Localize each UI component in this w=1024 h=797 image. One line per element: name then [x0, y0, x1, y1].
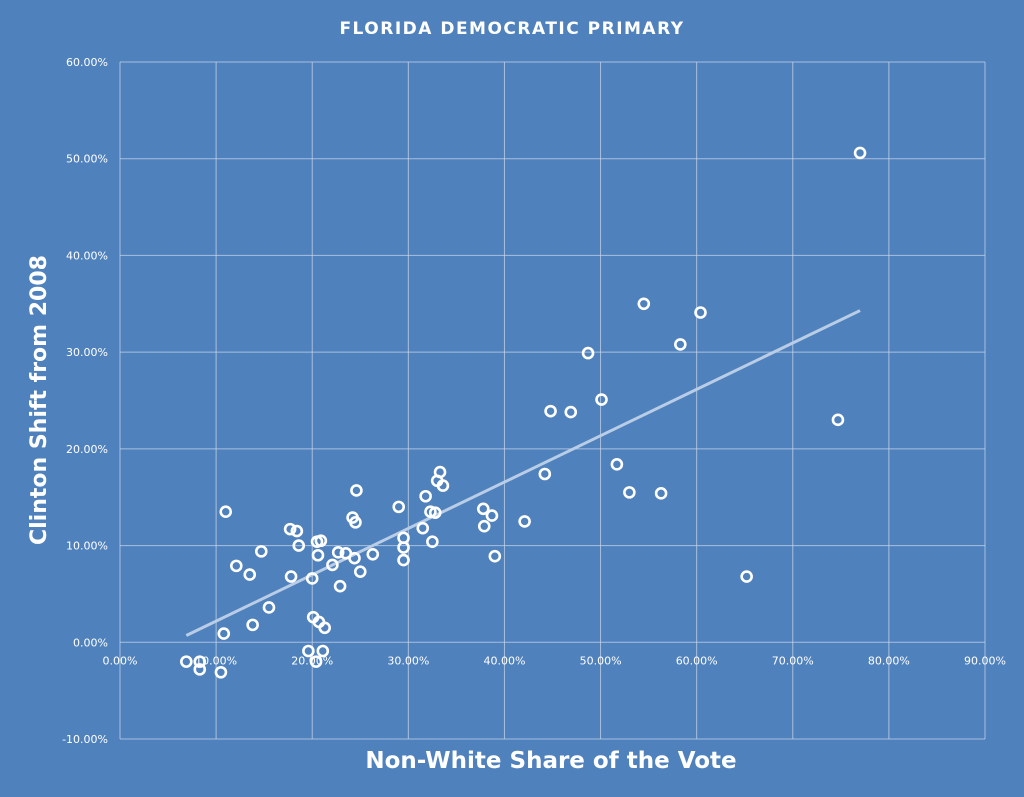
data-point — [316, 644, 330, 658]
x-tick-label: 60.00% — [676, 654, 718, 667]
y-tick-label: 50.00% — [66, 153, 108, 166]
data-point — [416, 521, 430, 535]
data-point — [674, 338, 687, 351]
data-point — [193, 655, 207, 668]
data-point — [595, 393, 608, 406]
x-tick-label: 70.00% — [772, 654, 814, 667]
y-tick-label: 60.00% — [66, 56, 108, 69]
data-point — [219, 505, 233, 519]
data-point — [428, 506, 442, 519]
chart-title: FLORIDA DEMOCRATIC PRIMARY — [339, 19, 684, 39]
data-point — [311, 548, 325, 562]
x-tick-label: 40.00% — [483, 654, 525, 667]
data-point — [392, 500, 406, 514]
data-point — [610, 458, 624, 471]
data-point — [246, 618, 259, 632]
data-point — [309, 655, 323, 668]
grid — [119, 61, 986, 740]
data-point — [488, 549, 502, 563]
data-point — [180, 655, 193, 668]
data-point — [331, 546, 345, 559]
data-point — [349, 516, 362, 529]
data-point — [229, 559, 243, 573]
data-point — [853, 146, 867, 160]
data-point — [348, 551, 361, 565]
data-point — [433, 465, 447, 479]
y-tick-label: 10.00% — [66, 540, 108, 553]
data-point — [426, 535, 439, 549]
data-point — [353, 565, 367, 578]
tick-labels: 0.00% 10.00% 20.00% 30.00% 40.00% 50.00% 60.00… — [62, 56, 1006, 746]
y-tick-label: -10.00% — [62, 733, 108, 746]
x-tick-label: 80.00% — [868, 654, 910, 667]
data-point — [477, 519, 491, 533]
data-point — [254, 545, 268, 558]
data-point — [314, 534, 328, 548]
data-point — [284, 570, 298, 583]
data-points — [180, 146, 867, 679]
data-point — [654, 487, 668, 500]
x-tick-label: 30.00% — [387, 654, 429, 667]
data-point — [243, 568, 257, 581]
data-point — [217, 627, 231, 640]
data-point — [538, 467, 552, 481]
data-point — [637, 297, 651, 311]
x-tick-label: 50.00% — [580, 654, 622, 667]
data-point — [518, 515, 531, 528]
data-point — [350, 484, 363, 497]
data-point — [436, 479, 450, 492]
y-axis-title: Clinton Shift from 2008 — [27, 255, 52, 545]
data-point — [694, 306, 707, 319]
data-point — [623, 486, 636, 499]
data-point — [366, 547, 380, 561]
y-tick-label: 0.00% — [73, 636, 108, 649]
data-point — [544, 404, 557, 418]
data-point — [419, 489, 432, 503]
data-point — [333, 579, 347, 593]
data-point — [397, 541, 410, 554]
data-point — [476, 502, 490, 516]
y-tick-label: 30.00% — [66, 346, 108, 359]
data-point — [485, 509, 499, 522]
trendline — [185, 309, 861, 637]
x-tick-label: 0.00% — [103, 654, 138, 667]
y-tick-label: 40.00% — [66, 249, 108, 262]
data-point — [581, 346, 595, 360]
data-point — [564, 405, 578, 419]
data-point — [305, 572, 319, 585]
data-point — [214, 665, 228, 679]
data-point — [262, 601, 276, 614]
x-tick-label: 10.00% — [195, 654, 237, 667]
x-tick-label: 90.00% — [964, 654, 1006, 667]
data-point — [290, 524, 304, 538]
data-point — [292, 539, 306, 552]
data-point — [397, 553, 410, 567]
data-point — [193, 663, 207, 676]
data-point — [831, 413, 845, 427]
data-point — [326, 558, 339, 572]
y-tick-label: 20.00% — [66, 443, 108, 456]
data-point — [283, 522, 297, 536]
data-point — [318, 621, 332, 635]
data-point — [302, 644, 315, 658]
data-point — [740, 570, 753, 583]
x-axis-title: Non-White Share of the Vote — [365, 748, 736, 774]
